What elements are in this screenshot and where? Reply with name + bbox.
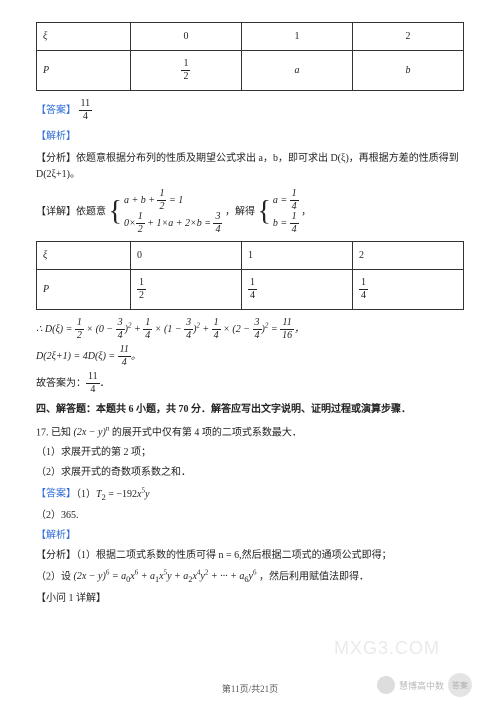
watermark-text: MXG3.COM — [334, 638, 440, 659]
page-footer: 第11页/共21页 — [0, 682, 500, 695]
jiexi2-label: 【解析】 — [36, 528, 464, 544]
section-4-title: 四、解答题：本题共 6 小题，共 70 分．解答应写出文字说明、证明过程或演算步… — [36, 401, 464, 418]
q17-part1: （1）求展开式的第 2 项； — [36, 445, 464, 461]
p1-cell-2: 14 — [241, 270, 352, 310]
q17-prefix: 17. 已知 — [36, 427, 71, 438]
xiangjie-row: 【详解】依题意 { a + b + 12 = 1 0×12 + 1×a + 2×… — [36, 189, 464, 235]
p2-cell: b — [405, 65, 410, 76]
fenxi-text: 依题意根据分布列的性质及期望公式求出 a，b，即可求出 D(ξ)，再根据方差的性… — [36, 153, 459, 180]
th2-2: 2 — [352, 242, 463, 270]
fenxi-row: 【分析】依题意根据分布列的性质及期望公式求出 a，b，即可求出 D(ξ)，再根据… — [36, 151, 464, 183]
xi-symbol-2: ξ — [43, 250, 47, 261]
p-symbol-2: P — [43, 284, 49, 295]
fenxi2-2a: （2）设 — [36, 571, 71, 582]
dxi-line: ∴ D(ξ) = 12 × (0 − 34)2 + 14 × (1 − 34)2… — [36, 318, 464, 341]
p0-cell-2: 12 — [130, 270, 241, 310]
jiexi-label: 【解析】 — [36, 128, 464, 145]
answer2-row: 【答案】（1）T2 = −192x5y — [36, 485, 464, 504]
fenxi2-row1: 【分析】（1）根据二项式系数的性质可得 n = 6,然后根据二项式的通项公式即得… — [36, 548, 464, 564]
q17-expr: (2x − y)n — [74, 427, 110, 438]
q17-text: 的展开式中仅有第 4 项的二项式系数最大． — [112, 427, 302, 438]
fenxi2-1: （1）根据二项式系数的性质可得 n = 6,然后根据二项式的通项公式即得； — [76, 550, 392, 561]
fenxi2-2b: ，然后利用赋值法即得． — [259, 571, 369, 582]
comma: ， — [301, 206, 311, 217]
fenxi2-row2: （2）设 (2x − y)6 = a0x6 + a1x5y + a2x4y2 +… — [36, 568, 464, 587]
distribution-table-2: ξ 0 1 2 P 12 14 14 — [36, 241, 464, 310]
th-2: 2 — [352, 23, 463, 51]
p0-cell: 12 — [130, 51, 241, 91]
gudaan-row: 故答案为：114． — [36, 372, 464, 395]
th-0: 0 — [130, 23, 241, 51]
system2-row1: a = 14 — [273, 189, 299, 212]
th-1: 1 — [241, 23, 352, 51]
answer-value: 114 — [79, 99, 93, 122]
q17-row: 17. 已知 (2x − y)n 的展开式中仅有第 4 项的二项式系数最大． — [36, 424, 464, 441]
p2-cell-2: 14 — [352, 270, 463, 310]
th2-0: 0 — [130, 242, 241, 270]
xiaowen-label: 【小问 1 详解】 — [36, 591, 464, 607]
fenxi2-label: 【分析】 — [36, 550, 76, 561]
system2-row2: b = 14 — [273, 212, 299, 235]
answer2-1: （1）T2 = −192x5y — [76, 489, 149, 500]
p-symbol: P — [43, 65, 49, 76]
answer-row: 【答案】 114 — [36, 99, 464, 122]
system-2: { a = 14 b = 14 — [257, 189, 298, 235]
system1-row2: 0×12 + 1×a + 2×b = 34 — [124, 212, 223, 235]
gudaan-label: 故答案为： — [36, 378, 86, 389]
xi-symbol: ξ — [43, 31, 47, 42]
fenxi2-expr: (2x − y)6 = a0x6 + a1x5y + a2x4y2 + ··· … — [74, 571, 257, 582]
answer2-2: （2）365. — [36, 508, 464, 524]
jiede-text: ，解得 — [225, 206, 255, 217]
distribution-table-1: ξ 0 1 2 P 12 a b — [36, 22, 464, 91]
answer-label: 【答案】 — [36, 105, 76, 116]
xiangjie-label: 【详解】 — [36, 206, 76, 217]
th2-1: 1 — [241, 242, 352, 270]
answer2-label: 【答案】 — [36, 489, 76, 500]
q17-part2: （2）求展开式的奇数项系数之和． — [36, 465, 464, 481]
system-1: { a + b + 12 = 1 0×12 + 1×a + 2×b = 34 — [109, 189, 223, 235]
fenxi-label: 【分析】 — [36, 153, 76, 164]
d2xi-line: D(2ξ+1) = 4D(ξ) = 114。 — [36, 345, 464, 368]
p1-cell: a — [294, 65, 299, 76]
xiangjie-prefix: 依题意 — [76, 206, 106, 217]
system1-row1: a + b + 12 = 1 — [124, 189, 223, 212]
